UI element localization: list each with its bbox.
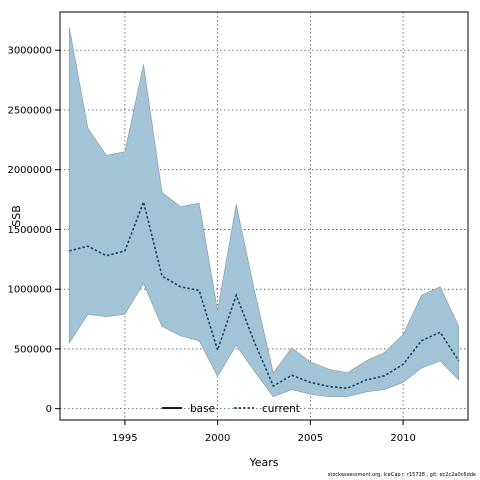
y-axis-title: SSB	[10, 205, 23, 227]
x-tick-label-1995: 1995	[112, 433, 137, 444]
legend: base current	[162, 403, 300, 415]
x-axis: 1995 2000 2005 2010	[112, 420, 416, 444]
series-lines	[69, 199, 460, 390]
y-tick-label-1500000: 1500000	[7, 225, 52, 236]
y-tick-label-500000: 500000	[14, 344, 52, 355]
series-line-current	[69, 199, 460, 390]
x-tick-label-2010: 2010	[390, 433, 415, 444]
x-tick-label-2000: 2000	[205, 433, 230, 444]
y-tick-label-2000000: 2000000	[7, 165, 52, 176]
y-tick-label-1000000: 1000000	[7, 285, 52, 296]
confidence-band	[68, 27, 460, 398]
x-tick-label-2005: 2005	[298, 433, 323, 444]
y-tick-label-3000000: 3000000	[7, 46, 52, 57]
legend-label-base: base	[190, 403, 215, 415]
plot-frame	[59, 11, 469, 421]
y-tick-label-0: 0	[46, 404, 52, 415]
x-axis-title: Years	[248, 456, 278, 469]
y-tick-label-2500000: 2500000	[7, 105, 52, 116]
footer-credit: stockassessment.org, IceCap r. r15728 , …	[327, 472, 476, 478]
ssb-confidence-band	[68, 27, 460, 398]
legend-label-current: current	[262, 403, 300, 415]
plot-border	[59, 11, 469, 421]
y-axis: 0 500000 1000000 1500000 2000000 2500000 30000…	[7, 46, 60, 415]
